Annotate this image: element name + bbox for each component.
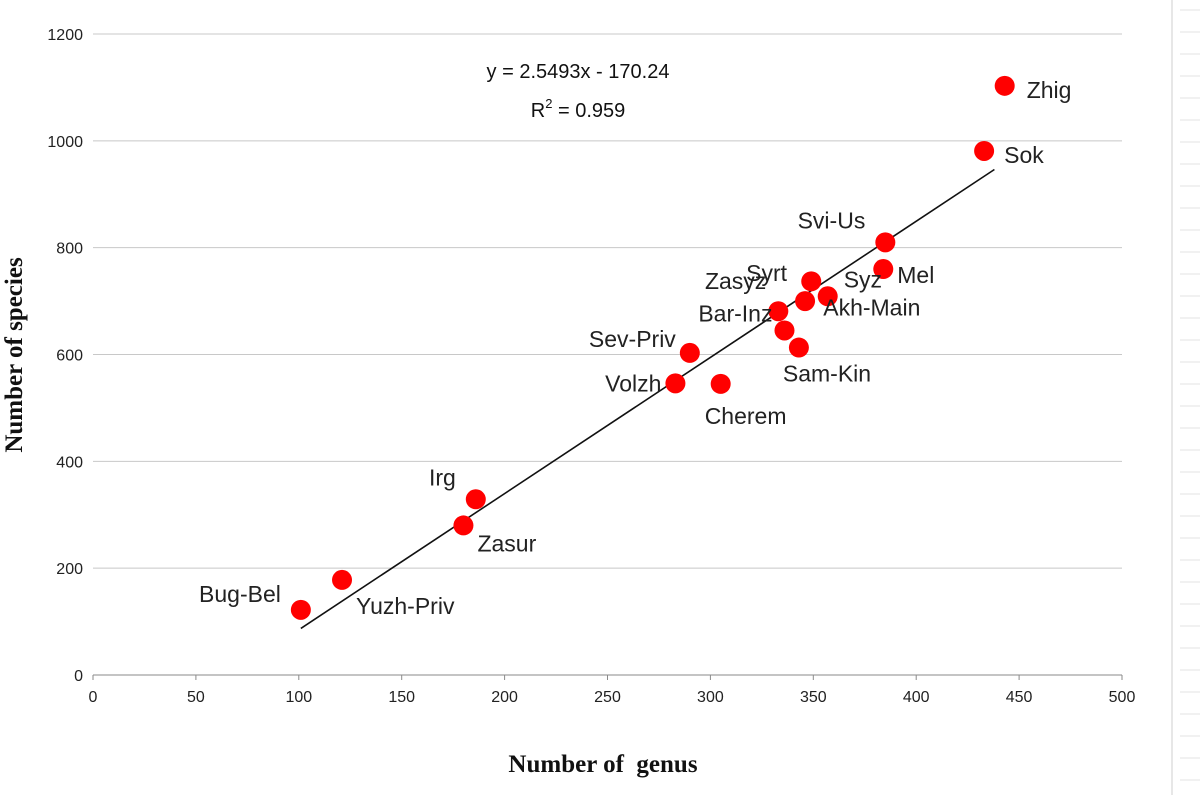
trendline-equation: y = 2.5493x - 170.24 bbox=[487, 61, 670, 83]
point-label-zhig: Zhig bbox=[1027, 77, 1072, 103]
point-label-irg: Irg bbox=[429, 464, 456, 490]
y-tick-label: 1200 bbox=[47, 27, 83, 44]
r-squared-value: = 0.959 bbox=[552, 100, 625, 122]
y-tick-label: 800 bbox=[56, 241, 83, 258]
gridlines bbox=[93, 9, 1200, 781]
data-point-sev-priv bbox=[679, 342, 700, 363]
y-tick-label: 0 bbox=[74, 668, 83, 685]
x-tick-label: 300 bbox=[697, 689, 724, 706]
x-tick-label: 400 bbox=[903, 689, 930, 706]
point-label-syz: Syz bbox=[844, 266, 882, 292]
y-tick-label: 400 bbox=[56, 454, 83, 471]
data-point-svi-us bbox=[875, 232, 896, 253]
point-label-mel: Mel bbox=[897, 262, 934, 288]
point-label-bug-bel: Bug-Bel bbox=[199, 581, 281, 607]
data-point-sam-kin bbox=[788, 337, 809, 358]
data-point-syz bbox=[817, 286, 838, 307]
point-label-yuzh-priv: Yuzh-Priv bbox=[356, 593, 455, 619]
point-label-sam-kin: Sam-Kin bbox=[783, 361, 871, 387]
point-label-volzh: Volzh bbox=[605, 370, 661, 396]
point-label-sev-priv: Sev-Priv bbox=[589, 326, 676, 352]
data-point-zhig bbox=[994, 75, 1015, 96]
data-point-akh-main bbox=[801, 271, 822, 292]
data-point-zasyz bbox=[768, 301, 789, 322]
point-label-zasyz: Zasyz bbox=[705, 268, 766, 294]
x-tick-label: 50 bbox=[187, 689, 205, 706]
y-tick-label: 200 bbox=[56, 561, 83, 578]
x-tick-label: 450 bbox=[1006, 689, 1033, 706]
data-points bbox=[290, 75, 1015, 620]
x-tick-label: 100 bbox=[285, 689, 312, 706]
r-squared-superscript: 2 bbox=[545, 96, 552, 111]
data-point-volzh bbox=[665, 373, 686, 394]
data-point-yuzh-priv bbox=[332, 569, 353, 590]
y-axis-title: Number of species bbox=[1, 257, 28, 453]
point-label-akh-main: Akh-Main bbox=[823, 294, 920, 320]
y-tick-labels: 0 200 400 600 800 1000 1200 bbox=[47, 27, 83, 685]
point-label-sok: Sok bbox=[1004, 142, 1044, 168]
x-tick-label: 250 bbox=[594, 689, 621, 706]
data-point-cherem bbox=[710, 373, 731, 394]
point-label-bar-inz: Bar-Inz bbox=[698, 300, 772, 326]
point-label-zasur: Zasur bbox=[477, 530, 536, 556]
data-point-irg bbox=[465, 489, 486, 510]
r-squared: R2 = 0.959 bbox=[531, 96, 626, 122]
point-label-cherem: Cherem bbox=[705, 403, 787, 429]
x-tick-label: 350 bbox=[800, 689, 827, 706]
data-point-sok bbox=[974, 140, 995, 161]
data-point-labels: Bug-Bel Yuzh-Priv Zasur Irg Volzh Sev-Priv Che… bbox=[199, 77, 1071, 619]
point-label-svi-us: Svi-Us bbox=[798, 207, 866, 233]
data-point-zasur bbox=[453, 515, 474, 536]
x-tick-label: 0 bbox=[89, 689, 98, 706]
x-axis-title: Number of genus bbox=[508, 751, 697, 778]
data-point-bar-inz bbox=[774, 320, 795, 341]
y-tick-label: 1000 bbox=[47, 134, 83, 151]
point-label-syrt: Syrt bbox=[746, 260, 788, 286]
x-tick-label: 150 bbox=[388, 689, 415, 706]
x-tick-label: 200 bbox=[491, 689, 518, 706]
data-point-syrt bbox=[795, 291, 816, 312]
x-tick-labels: 0 50 100 150 200 250 300 350 400 450 500 bbox=[89, 675, 1136, 706]
r-squared-prefix: R bbox=[531, 100, 545, 122]
data-point-bug-bel bbox=[290, 599, 311, 620]
y-tick-label: 600 bbox=[56, 348, 83, 365]
x-tick-label: 500 bbox=[1109, 689, 1136, 706]
data-point-mel bbox=[873, 259, 894, 280]
